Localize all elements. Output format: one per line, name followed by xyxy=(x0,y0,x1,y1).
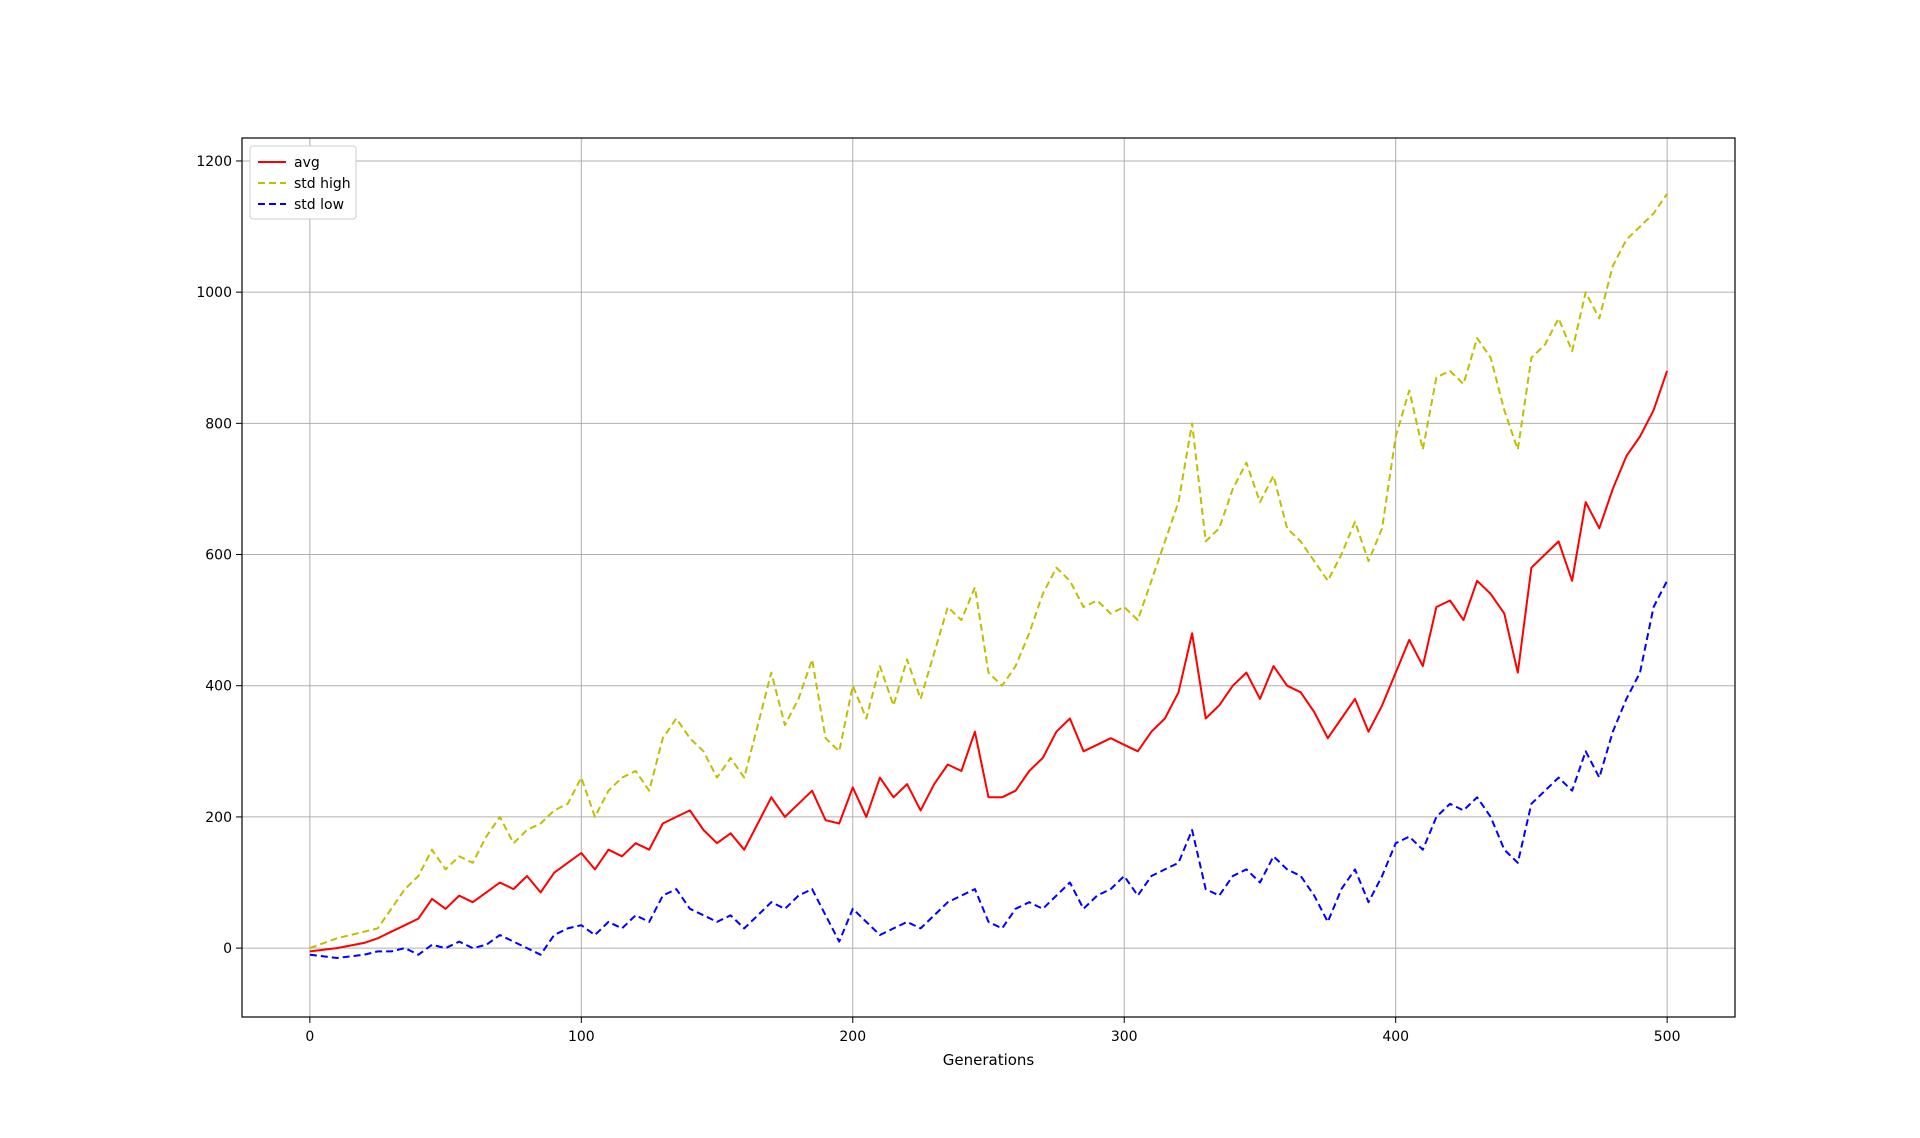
y-tick-label: 1000 xyxy=(196,285,232,301)
series-line-std-high xyxy=(309,193,1668,950)
legend-label: avg xyxy=(294,155,320,171)
x-tick-label: 200 xyxy=(839,1029,866,1045)
x-axis: 0 100 200 300 400 500 xyxy=(305,1017,1681,1045)
series-group xyxy=(309,193,1669,959)
series-line-avg xyxy=(309,370,1669,953)
y-tick-label: 800 xyxy=(205,416,232,432)
y-tick-label: 600 xyxy=(205,548,232,564)
plot-frame xyxy=(241,137,1736,1018)
y-tick-label: 200 xyxy=(205,810,232,826)
x-axis-label: Generations xyxy=(943,1051,1035,1069)
series-line-std-low xyxy=(309,580,1668,959)
y-tick-label: 400 xyxy=(205,679,232,695)
legend-label: std low xyxy=(294,197,344,213)
legend-box xyxy=(249,145,357,220)
y-axis: 0 200 400 600 800 1000 1200 xyxy=(196,154,242,957)
y-tick-label: 0 xyxy=(223,941,232,957)
x-tick-label: 500 xyxy=(1654,1029,1681,1045)
x-tick-label: 400 xyxy=(1382,1029,1409,1045)
legend: avg std high std low xyxy=(249,145,357,220)
x-tick-label: 300 xyxy=(1111,1029,1138,1045)
x-tick-label: 0 xyxy=(305,1029,314,1045)
grid xyxy=(242,138,1735,1017)
x-tick-label: 100 xyxy=(568,1029,595,1045)
legend-label: std high xyxy=(294,176,351,192)
y-tick-label: 1200 xyxy=(196,154,232,170)
